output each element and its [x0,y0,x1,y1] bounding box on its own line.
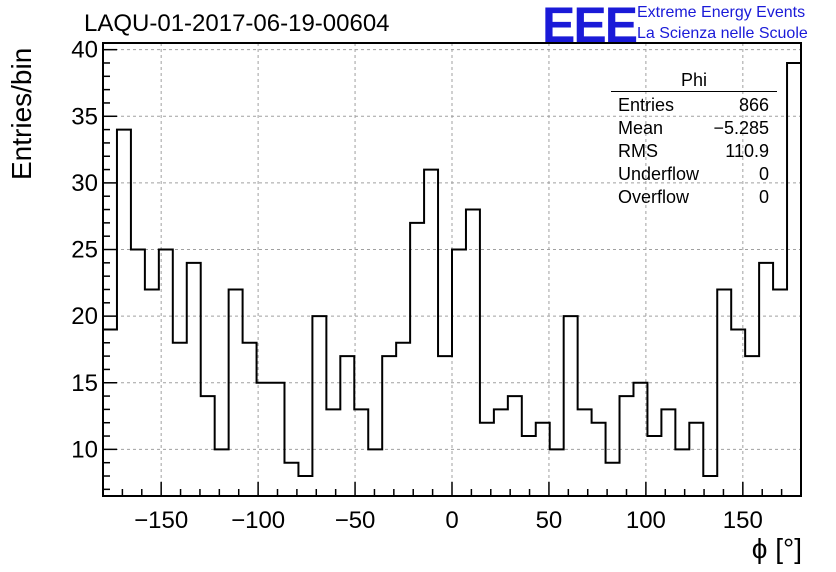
y-tick-label: 40 [71,37,98,64]
stats-row-underflow: Underflow 0 [611,163,777,186]
x-tick-label: 0 [445,507,458,534]
logo-text-line1: Extreme Energy Events [637,4,806,21]
y-tick-label: 35 [71,103,98,130]
stats-label: Entries [618,95,675,115]
stats-value: 110.9 [725,141,769,161]
histogram-step-line [103,61,801,478]
x-tick-label: −100 [231,507,285,534]
x-tick-label: 150 [723,507,763,534]
logo-text-line2: La Scienza nelle Scuole [637,25,808,42]
x-tick-label: 50 [536,507,563,534]
stats-value: −5.285 [713,118,769,138]
x-axis-ticks: −150 −100 −50 0 50 100 150 [102,482,802,534]
stats-label: Underflow [618,164,700,184]
stats-row-mean: Mean −5.285 [611,117,777,140]
y-tick-label: 30 [71,170,98,197]
y-tick-label: 10 [71,436,98,463]
stats-label: Overflow [618,187,690,207]
eee-logo-icon: EEE [542,0,638,53]
y-tick-label: 20 [71,303,98,330]
x-tick-label: −150 [134,507,188,534]
y-tick-label: 25 [71,237,98,264]
stats-value: 0 [758,164,769,184]
stats-row-entries: Entries 866 [611,94,777,117]
x-axis-label: ϕ [°] [751,533,802,564]
stats-row-rms: RMS 110.9 [611,140,777,163]
y-axis-ticks: 10 15 20 25 30 35 40 [71,37,117,491]
x-tick-label: 100 [626,507,666,534]
stats-label: RMS [618,141,658,161]
chart-title: LAQU-01-2017-06-19-00604 [84,10,390,37]
y-axis-label: Entries/bin [6,47,37,180]
stats-value: 0 [758,187,769,207]
y-tick-label: 15 [71,370,98,397]
stats-row-overflow: Overflow 0 [611,186,777,209]
stats-label: Mean [618,118,664,138]
stats-value: 866 [738,95,769,115]
x-tick-label: −50 [335,507,376,534]
stats-box: Phi Entries 866 Mean −5.285 RMS 110.9 Un… [611,70,777,209]
stats-title: Phi [611,70,777,92]
